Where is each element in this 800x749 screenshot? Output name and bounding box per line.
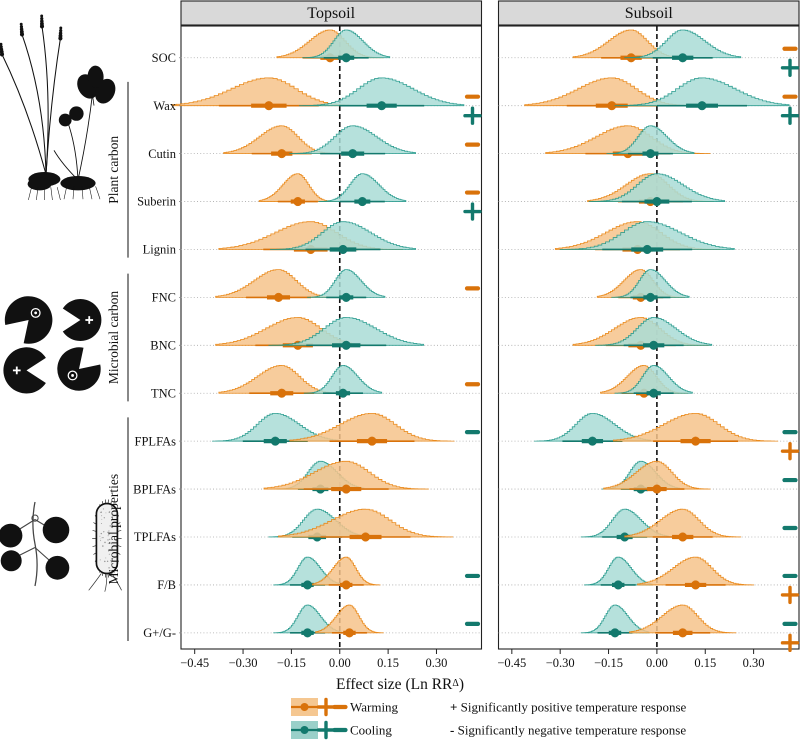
svg-text:Cutin: Cutin	[148, 147, 177, 161]
svg-text:Effect size (Ln RRΔ): Effect size (Ln RRΔ)	[336, 676, 464, 693]
svg-text:−0.45: −0.45	[497, 656, 526, 670]
svg-text:0.00: 0.00	[646, 656, 668, 670]
svg-text:Microbial properties: Microbial properties	[106, 474, 121, 585]
svg-text:−0.45: −0.45	[180, 656, 209, 670]
svg-text:−0.15: −0.15	[277, 656, 306, 670]
svg-text:0.00: 0.00	[329, 656, 351, 670]
svg-text:Cooling: Cooling	[350, 723, 392, 738]
svg-text:−0.30: −0.30	[546, 656, 575, 670]
svg-text:SOC: SOC	[152, 51, 176, 65]
svg-text:FNC: FNC	[152, 291, 176, 305]
svg-text:BNC: BNC	[150, 339, 176, 353]
svg-text:G+/G-: G+/G-	[143, 626, 176, 640]
svg-text:Subsoil: Subsoil	[625, 5, 674, 22]
svg-text:TNC: TNC	[151, 386, 176, 400]
svg-text:Suberin: Suberin	[137, 195, 177, 209]
svg-text:Topsoil: Topsoil	[307, 5, 355, 22]
svg-text:TPLFAs: TPLFAs	[134, 530, 176, 544]
svg-text:Warming: Warming	[350, 700, 399, 715]
svg-text:- Significantly negative tempe: - Significantly negative temperature res…	[450, 723, 686, 738]
svg-text:−0.15: −0.15	[594, 656, 623, 670]
svg-text:0.30: 0.30	[426, 656, 448, 670]
svg-text:Wax: Wax	[153, 99, 176, 113]
svg-text:+ Significantly positive tempe: + Significantly positive temperature res…	[450, 700, 687, 715]
svg-text:Plant carbon: Plant carbon	[106, 136, 121, 204]
svg-text:0.30: 0.30	[743, 656, 765, 670]
svg-text:FPLFAs: FPLFAs	[135, 434, 177, 448]
svg-text:−0.30: −0.30	[229, 656, 258, 670]
svg-text:Microbial carbon: Microbial carbon	[106, 291, 121, 385]
svg-text:Lignin: Lignin	[143, 243, 177, 257]
svg-text:F/B: F/B	[157, 578, 176, 592]
svg-text:0.15: 0.15	[694, 656, 716, 670]
svg-text:BPLFAs: BPLFAs	[133, 482, 176, 496]
svg-text:0.15: 0.15	[377, 656, 399, 670]
